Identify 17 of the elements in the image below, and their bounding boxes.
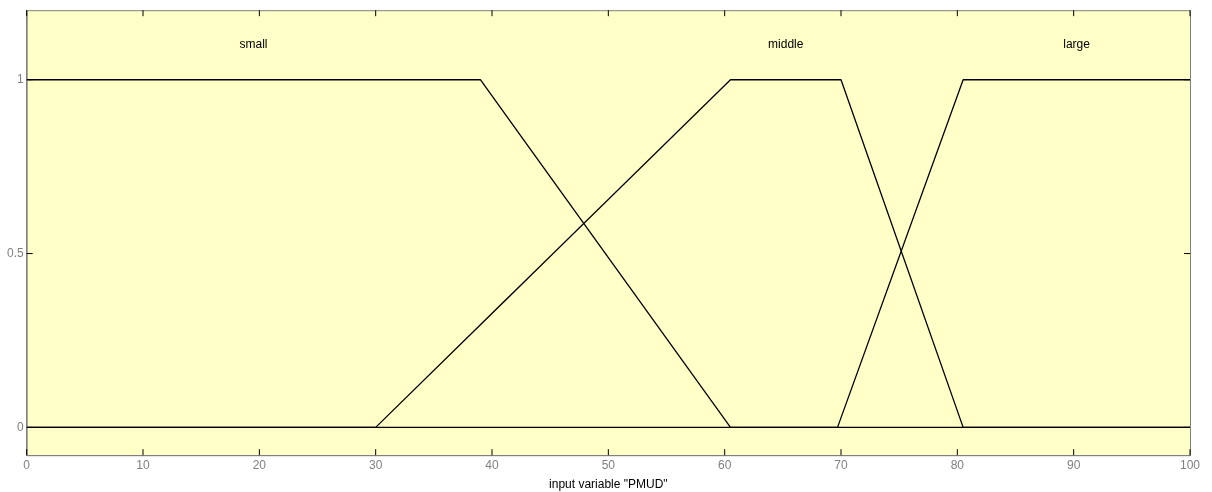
x-tick-label: 20 <box>252 457 267 472</box>
x-tick-label: 80 <box>950 457 965 472</box>
x-tick-label: 70 <box>834 457 848 472</box>
y-tick-label: 0.5 <box>6 245 24 260</box>
y-tick-label: 0 <box>16 419 24 434</box>
x-tick-label: 100 <box>1179 457 1201 472</box>
x-tick-label: 30 <box>369 457 383 472</box>
x-tick-label: 90 <box>1066 457 1081 472</box>
text: large <box>1063 37 1091 52</box>
y-tick-label: 1 <box>16 72 24 87</box>
text: small <box>239 37 268 52</box>
x-axis-title: input variable "PMUD" <box>549 477 668 492</box>
x-tick-label: 50 <box>601 457 616 472</box>
x-tick-label: 10 <box>136 457 151 472</box>
text: middle <box>768 37 804 52</box>
x-tick-label: 40 <box>485 457 499 472</box>
x-tick-label: 60 <box>717 457 732 472</box>
